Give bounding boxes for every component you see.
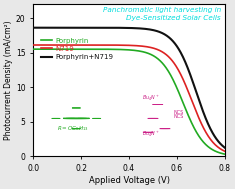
X-axis label: Applied Voltage (V): Applied Voltage (V) — [89, 176, 169, 185]
Legend: Porphyrin, N719, Porphyrin+N719: Porphyrin, N719, Porphyrin+N719 — [39, 35, 116, 63]
Text: NCS: NCS — [173, 114, 184, 119]
Text: NCS: NCS — [173, 109, 184, 115]
Text: Panchromatic light harvesting in
Dye-Sensitized Solar Cells: Panchromatic light harvesting in Dye-Sen… — [103, 7, 221, 21]
Text: $Bu_4N^+$: $Bu_4N^+$ — [142, 94, 160, 103]
Y-axis label: Photocurrent Density (mA/cm²): Photocurrent Density (mA/cm²) — [4, 20, 13, 140]
Text: $R = OC_6H_{13}$: $R = OC_6H_{13}$ — [57, 124, 89, 133]
Text: $Bu_4N^+$: $Bu_4N^+$ — [142, 129, 160, 139]
